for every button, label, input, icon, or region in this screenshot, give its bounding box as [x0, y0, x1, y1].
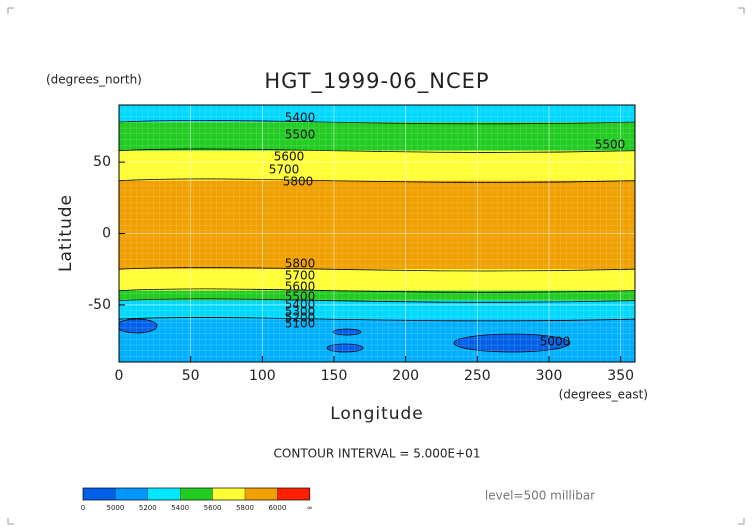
- colorbar-label: 0: [81, 504, 85, 512]
- colorbar-swatch: [277, 487, 310, 501]
- contour-label: 5300: [285, 305, 316, 319]
- colorbar-frame: [82, 487, 311, 501]
- colorbar-swatch: [82, 487, 116, 501]
- contour-label: 5800: [285, 257, 316, 271]
- x-tick-label: 100: [249, 368, 276, 384]
- contour-label: 5100: [285, 317, 316, 331]
- colorbar-swatch: [212, 487, 246, 501]
- colorbar-swatch: [244, 487, 278, 501]
- colorbar-label: 6000: [268, 504, 286, 512]
- x-units: (degrees_east): [559, 388, 648, 402]
- x-tick-label: 200: [392, 368, 419, 384]
- x-tick-label: 350: [607, 368, 634, 384]
- contour-label: 5500: [595, 138, 626, 152]
- overlay: 5400550056005700580055005800570056005500…: [88, 104, 636, 384]
- contour-label: 5500: [285, 128, 316, 142]
- y-units: (degrees_north): [46, 73, 142, 87]
- contour-label: 5700: [269, 163, 300, 177]
- x-tick-label: 300: [536, 368, 563, 384]
- y-tick-label: 0: [102, 226, 111, 242]
- contour-label: 5400: [285, 111, 316, 125]
- x-tick-label: 150: [321, 368, 348, 384]
- contour-label: 5600: [285, 280, 316, 294]
- contour-label: 5500: [285, 290, 316, 304]
- colorbar-label: 5800: [236, 504, 254, 512]
- y-tick-label: -50: [88, 297, 111, 313]
- colorbar: 0 5000 5200 5400 5600 5800 6000 ∞: [81, 487, 313, 512]
- colorbar-swatch: [147, 487, 181, 501]
- x-tick-label: 0: [115, 368, 124, 384]
- x-axis-title: Longitude: [330, 404, 424, 424]
- plot-area: [119, 105, 635, 362]
- corner-marks: [7, 7, 745, 525]
- contour-label: 5200: [285, 311, 316, 325]
- contour-label: 5800: [283, 175, 314, 189]
- contour-label: 5700: [285, 269, 316, 283]
- y-tick-label: 50: [93, 154, 111, 170]
- y-axis-title: Latitude: [56, 194, 76, 272]
- colorbar-swatch: [180, 487, 213, 501]
- contour-label: 5000: [540, 335, 571, 349]
- level-note: level=500 millibar: [485, 489, 595, 503]
- colorbar-label: 5200: [139, 504, 157, 512]
- colorbar-label: ∞: [307, 504, 313, 512]
- colorbar-label: 5400: [171, 504, 189, 512]
- colorbar-label: 5000: [106, 504, 124, 512]
- contour-interval: CONTOUR INTERVAL = 5.000E+01: [274, 447, 481, 461]
- x-tick-label: 250: [464, 368, 491, 384]
- chart-title: HGT_1999-06_NCEP: [264, 69, 489, 94]
- contour-label: 5400: [285, 298, 316, 312]
- colorbar-label: 5600: [204, 504, 222, 512]
- x-tick-label: 50: [182, 368, 200, 384]
- colorbar-swatch: [115, 487, 148, 501]
- contour-label: 5600: [274, 150, 305, 164]
